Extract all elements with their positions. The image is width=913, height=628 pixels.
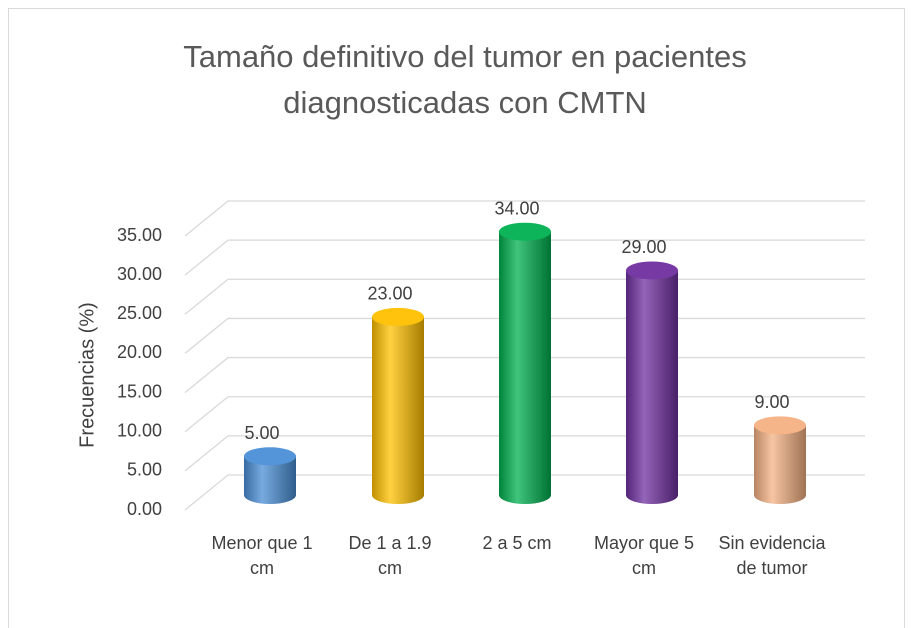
x-tick-label: Mayor que 5 cm xyxy=(593,533,695,578)
bar-top xyxy=(626,261,678,280)
y-tick-label: 35.00 xyxy=(117,225,162,245)
bar-top xyxy=(244,447,296,466)
grid-line xyxy=(184,239,865,276)
y-tick-label: 0.00 xyxy=(127,499,162,519)
value-label: 5.00 xyxy=(244,423,279,443)
x-tick-label: 2 a 5 cm xyxy=(482,533,552,553)
x-tick-label: Sin evidencia de tumor xyxy=(718,533,826,578)
bar xyxy=(499,222,551,504)
bar-top xyxy=(372,307,424,326)
bar xyxy=(244,447,296,504)
x-tick-label: Menor que 1 cm xyxy=(211,533,313,578)
value-label: 34.00 xyxy=(494,198,539,218)
bar-body xyxy=(626,270,678,495)
y-tick-label: 20.00 xyxy=(117,342,162,362)
value-label: 23.00 xyxy=(367,284,412,304)
bar xyxy=(754,416,806,504)
chart-title: Tamaño definitivo del tumor en pacientes… xyxy=(183,39,747,120)
y-tick-label: 5.00 xyxy=(127,460,162,480)
y-tick-label: 25.00 xyxy=(117,303,162,323)
bar xyxy=(626,261,678,504)
bar xyxy=(372,307,424,504)
x-tick-label: De 1 a 1.9 cm xyxy=(348,533,432,578)
y-tick-label: 15.00 xyxy=(117,381,162,401)
bar-body xyxy=(499,231,551,495)
chart-border xyxy=(8,8,905,628)
y-tick-label: 30.00 xyxy=(117,264,162,284)
value-label: 9.00 xyxy=(754,392,789,412)
bar-top xyxy=(754,416,806,435)
bar-body xyxy=(372,316,424,495)
y-axis-label: Frecuencias (%) xyxy=(76,302,98,448)
bar-body xyxy=(754,425,806,495)
y-tick-label: 10.00 xyxy=(117,420,162,440)
grid-line xyxy=(184,200,865,237)
value-label: 29.00 xyxy=(621,237,666,257)
bar-top xyxy=(499,222,551,241)
